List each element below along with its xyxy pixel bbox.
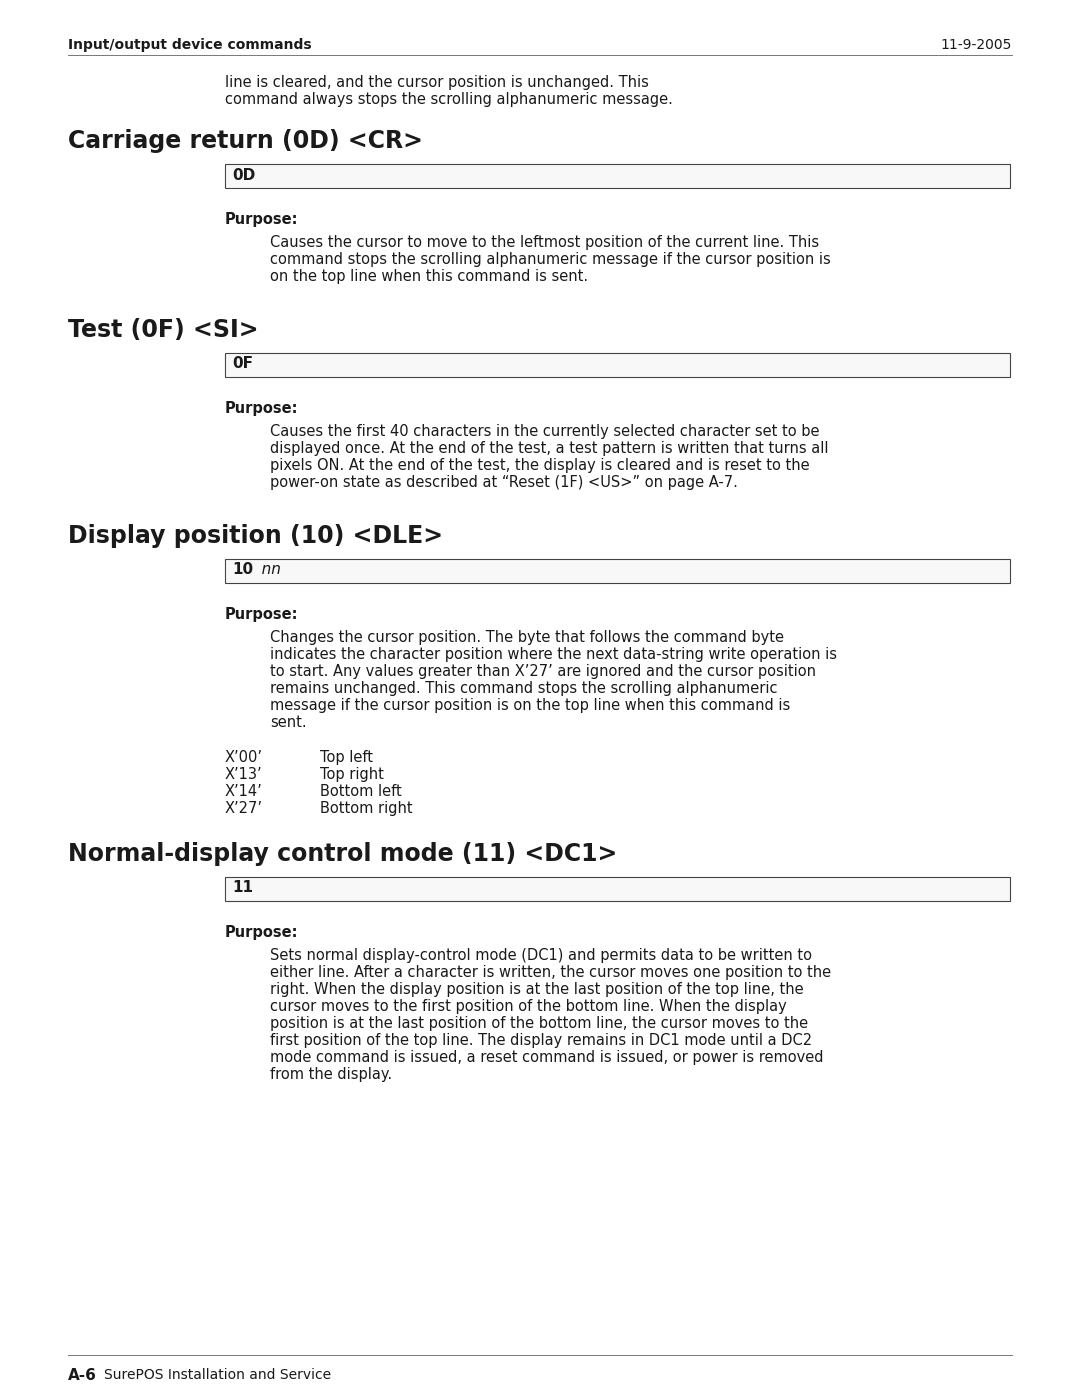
Text: from the display.: from the display.	[270, 1067, 392, 1083]
Text: Purpose:: Purpose:	[225, 212, 298, 226]
Text: either line. After a character is written, the cursor moves one position to the: either line. After a character is writte…	[270, 965, 832, 981]
Text: command always stops the scrolling alphanumeric message.: command always stops the scrolling alpha…	[225, 92, 673, 108]
Text: Causes the cursor to move to the leftmost position of the current line. This: Causes the cursor to move to the leftmos…	[270, 235, 819, 250]
Bar	[225, 163, 1010, 189]
Text: X’00’: X’00’	[225, 750, 264, 766]
Text: mode command is issued, a reset command is issued, or power is removed: mode command is issued, a reset command …	[270, 1051, 824, 1065]
Text: Sets normal display-control mode (DC1) and permits data to be written to: Sets normal display-control mode (DC1) a…	[270, 949, 812, 963]
Bar	[225, 559, 1010, 583]
Bar	[225, 353, 1010, 377]
Text: A-6: A-6	[68, 1368, 97, 1383]
Text: Display position (10) <DLE>: Display position (10) <DLE>	[68, 524, 443, 548]
Text: Top right: Top right	[320, 767, 383, 782]
Text: remains unchanged. This command stops the scrolling alphanumeric: remains unchanged. This command stops th…	[270, 680, 778, 696]
Text: Bottom right: Bottom right	[320, 800, 413, 816]
Text: 11: 11	[232, 880, 253, 895]
Text: Purpose:: Purpose:	[225, 608, 298, 622]
Text: 11-9-2005: 11-9-2005	[941, 38, 1012, 52]
Text: 10: 10	[232, 563, 253, 577]
Text: sent.: sent.	[270, 715, 307, 731]
Text: command stops the scrolling alphanumeric message if the cursor position is: command stops the scrolling alphanumeric…	[270, 251, 831, 267]
Text: first position of the top line. The display remains in DC1 mode until a DC2: first position of the top line. The disp…	[270, 1032, 812, 1048]
Text: X’27’: X’27’	[225, 800, 264, 816]
Text: Test (0F) <SI>: Test (0F) <SI>	[68, 319, 258, 342]
Text: X’14’: X’14’	[225, 784, 262, 799]
Text: on the top line when this command is sent.: on the top line when this command is sen…	[270, 270, 589, 284]
Text: to start. Any values greater than X’27’ are ignored and the cursor position: to start. Any values greater than X’27’ …	[270, 664, 816, 679]
Text: message if the cursor position is on the top line when this command is: message if the cursor position is on the…	[270, 698, 791, 712]
Text: power-on state as described at “Reset (1F) <US>” on page A-7.: power-on state as described at “Reset (1…	[270, 475, 738, 490]
Text: right. When the display position is at the last position of the top line, the: right. When the display position is at t…	[270, 982, 804, 997]
Text: Normal-display control mode (11) <DC1>: Normal-display control mode (11) <DC1>	[68, 842, 618, 866]
Text: Changes the cursor position. The byte that follows the command byte: Changes the cursor position. The byte th…	[270, 630, 784, 645]
Text: position is at the last position of the bottom line, the cursor moves to the: position is at the last position of the …	[270, 1016, 808, 1031]
Text: nn: nn	[247, 563, 281, 577]
Text: indicates the character position where the next data-string write operation is: indicates the character position where t…	[270, 647, 837, 662]
Text: Purpose:: Purpose:	[225, 401, 298, 416]
Text: Bottom left: Bottom left	[320, 784, 402, 799]
Text: pixels ON. At the end of the test, the display is cleared and is reset to the: pixels ON. At the end of the test, the d…	[270, 458, 810, 474]
Text: displayed once. At the end of the test, a test pattern is written that turns all: displayed once. At the end of the test, …	[270, 441, 828, 455]
Text: line is cleared, and the cursor position is unchanged. This: line is cleared, and the cursor position…	[225, 75, 649, 89]
Text: Carriage return (0D) <CR>: Carriage return (0D) <CR>	[68, 129, 423, 154]
Text: Purpose:: Purpose:	[225, 925, 298, 940]
Text: 0F: 0F	[232, 356, 253, 372]
Text: Top left: Top left	[320, 750, 373, 766]
Text: Causes the first 40 characters in the currently selected character set to be: Causes the first 40 characters in the cu…	[270, 425, 820, 439]
Text: Input/output device commands: Input/output device commands	[68, 38, 312, 52]
Text: cursor moves to the first position of the bottom line. When the display: cursor moves to the first position of th…	[270, 999, 786, 1014]
Text: X’13’: X’13’	[225, 767, 262, 782]
Text: 0D: 0D	[232, 168, 255, 183]
Bar	[225, 877, 1010, 901]
Text: SurePOS Installation and Service: SurePOS Installation and Service	[104, 1368, 332, 1382]
